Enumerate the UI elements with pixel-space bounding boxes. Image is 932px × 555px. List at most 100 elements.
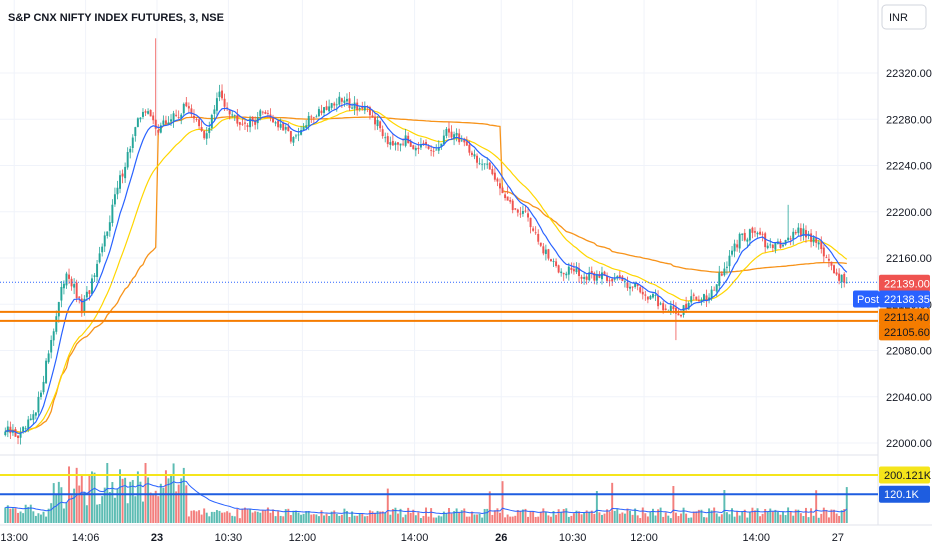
candle (501, 187, 504, 194)
volume-bar (231, 515, 234, 523)
candle (822, 247, 825, 257)
volume-bar (269, 512, 272, 523)
volume-bar (343, 508, 346, 523)
volume-bar (366, 515, 369, 523)
price-tick-label: 22280.00 (886, 114, 932, 126)
candle (567, 266, 570, 275)
candle (685, 303, 688, 309)
candle (547, 249, 550, 259)
candle (419, 144, 422, 148)
candle (440, 143, 443, 148)
volume-bar (307, 511, 310, 523)
volume-bar (236, 508, 239, 523)
candle (736, 244, 739, 248)
volume-bar (583, 512, 586, 523)
volume-bar (759, 516, 762, 523)
volume-bar (692, 511, 695, 523)
volume-bar (593, 513, 596, 523)
volume-bar (244, 507, 246, 523)
candle (317, 109, 320, 117)
volume-bar (618, 513, 621, 523)
volume-bar (799, 513, 802, 523)
volume-bar (325, 513, 328, 523)
candle (552, 261, 555, 262)
volume-bar (78, 485, 81, 523)
volume-bar (812, 515, 815, 523)
volume-bar (728, 514, 731, 523)
price-axis[interactable]: 22320.00 22280.00 22240.00 22200.00 22160.00… (886, 68, 932, 450)
volume-bar (621, 512, 624, 523)
last-price-tag (879, 274, 930, 292)
volume-bar (108, 492, 111, 523)
volume-bar (295, 510, 297, 523)
candle (662, 303, 665, 311)
volume-bar (333, 510, 336, 523)
candle (488, 162, 491, 170)
fast-moving-average-line (5, 102, 848, 434)
volume-bar (254, 511, 257, 523)
candle (52, 331, 55, 341)
candle (200, 127, 203, 131)
volume-bar (738, 515, 741, 523)
candle (738, 233, 741, 249)
volume-bar (516, 510, 519, 523)
volume-bar (65, 502, 68, 523)
candle (124, 166, 127, 179)
volume-bar (402, 517, 405, 523)
volume-bar (233, 516, 236, 523)
volume-bar (672, 486, 675, 523)
volume-bar (527, 516, 529, 523)
candle (797, 227, 800, 234)
candle (397, 142, 399, 145)
volume-bar (458, 512, 461, 523)
time-tick-label: 13:00 (0, 532, 28, 544)
volume-bar (213, 511, 216, 523)
volume-bars (4, 463, 848, 523)
candle (504, 194, 507, 198)
volume-bar (664, 512, 667, 523)
candle (539, 242, 542, 246)
volume-bar (96, 504, 99, 523)
candle (381, 129, 384, 137)
candle (833, 265, 835, 274)
candle (157, 130, 160, 133)
candle (840, 274, 843, 283)
level-a-tag-text: 22113.40 (884, 312, 929, 324)
candle (80, 298, 83, 314)
candle (595, 274, 598, 281)
volume-bar (261, 510, 264, 523)
candle (511, 200, 514, 211)
volume-bar (506, 514, 509, 523)
candle (162, 120, 165, 125)
volume-bar (346, 511, 348, 523)
candle (65, 273, 68, 286)
volume-bar (389, 514, 392, 523)
volume-bar (741, 511, 744, 523)
price-tick-label: 22040.00 (886, 392, 932, 404)
candle (27, 419, 30, 429)
volume-bar (473, 514, 476, 523)
volume-bar (731, 508, 733, 523)
candle (751, 227, 754, 233)
candle (223, 98, 226, 107)
candle (9, 426, 12, 434)
volume-bar (764, 508, 767, 523)
candle (794, 232, 797, 234)
volume-bar (422, 515, 425, 523)
volume-bar (623, 513, 626, 523)
time-tick-label: 27 (832, 532, 844, 544)
candle (432, 150, 435, 152)
candle (11, 430, 14, 433)
candle (741, 233, 744, 236)
time-tick-label: 12:00 (289, 532, 317, 544)
volume-low-tag-text: 120.1K (884, 489, 920, 501)
candle (792, 231, 795, 240)
volume-bar (603, 513, 606, 523)
time-axis[interactable]: 13:00 14:06 23 10:30 12:00 14:00 26 10:30 12:00 1… (0, 532, 844, 544)
chart-title[interactable]: S&P CNX NIFTY INDEX FUTURES, 3, NSE (8, 12, 224, 24)
volume-bar (195, 511, 198, 523)
volume-bar (455, 508, 458, 523)
candle (557, 265, 560, 273)
currency-button[interactable] (881, 4, 927, 30)
